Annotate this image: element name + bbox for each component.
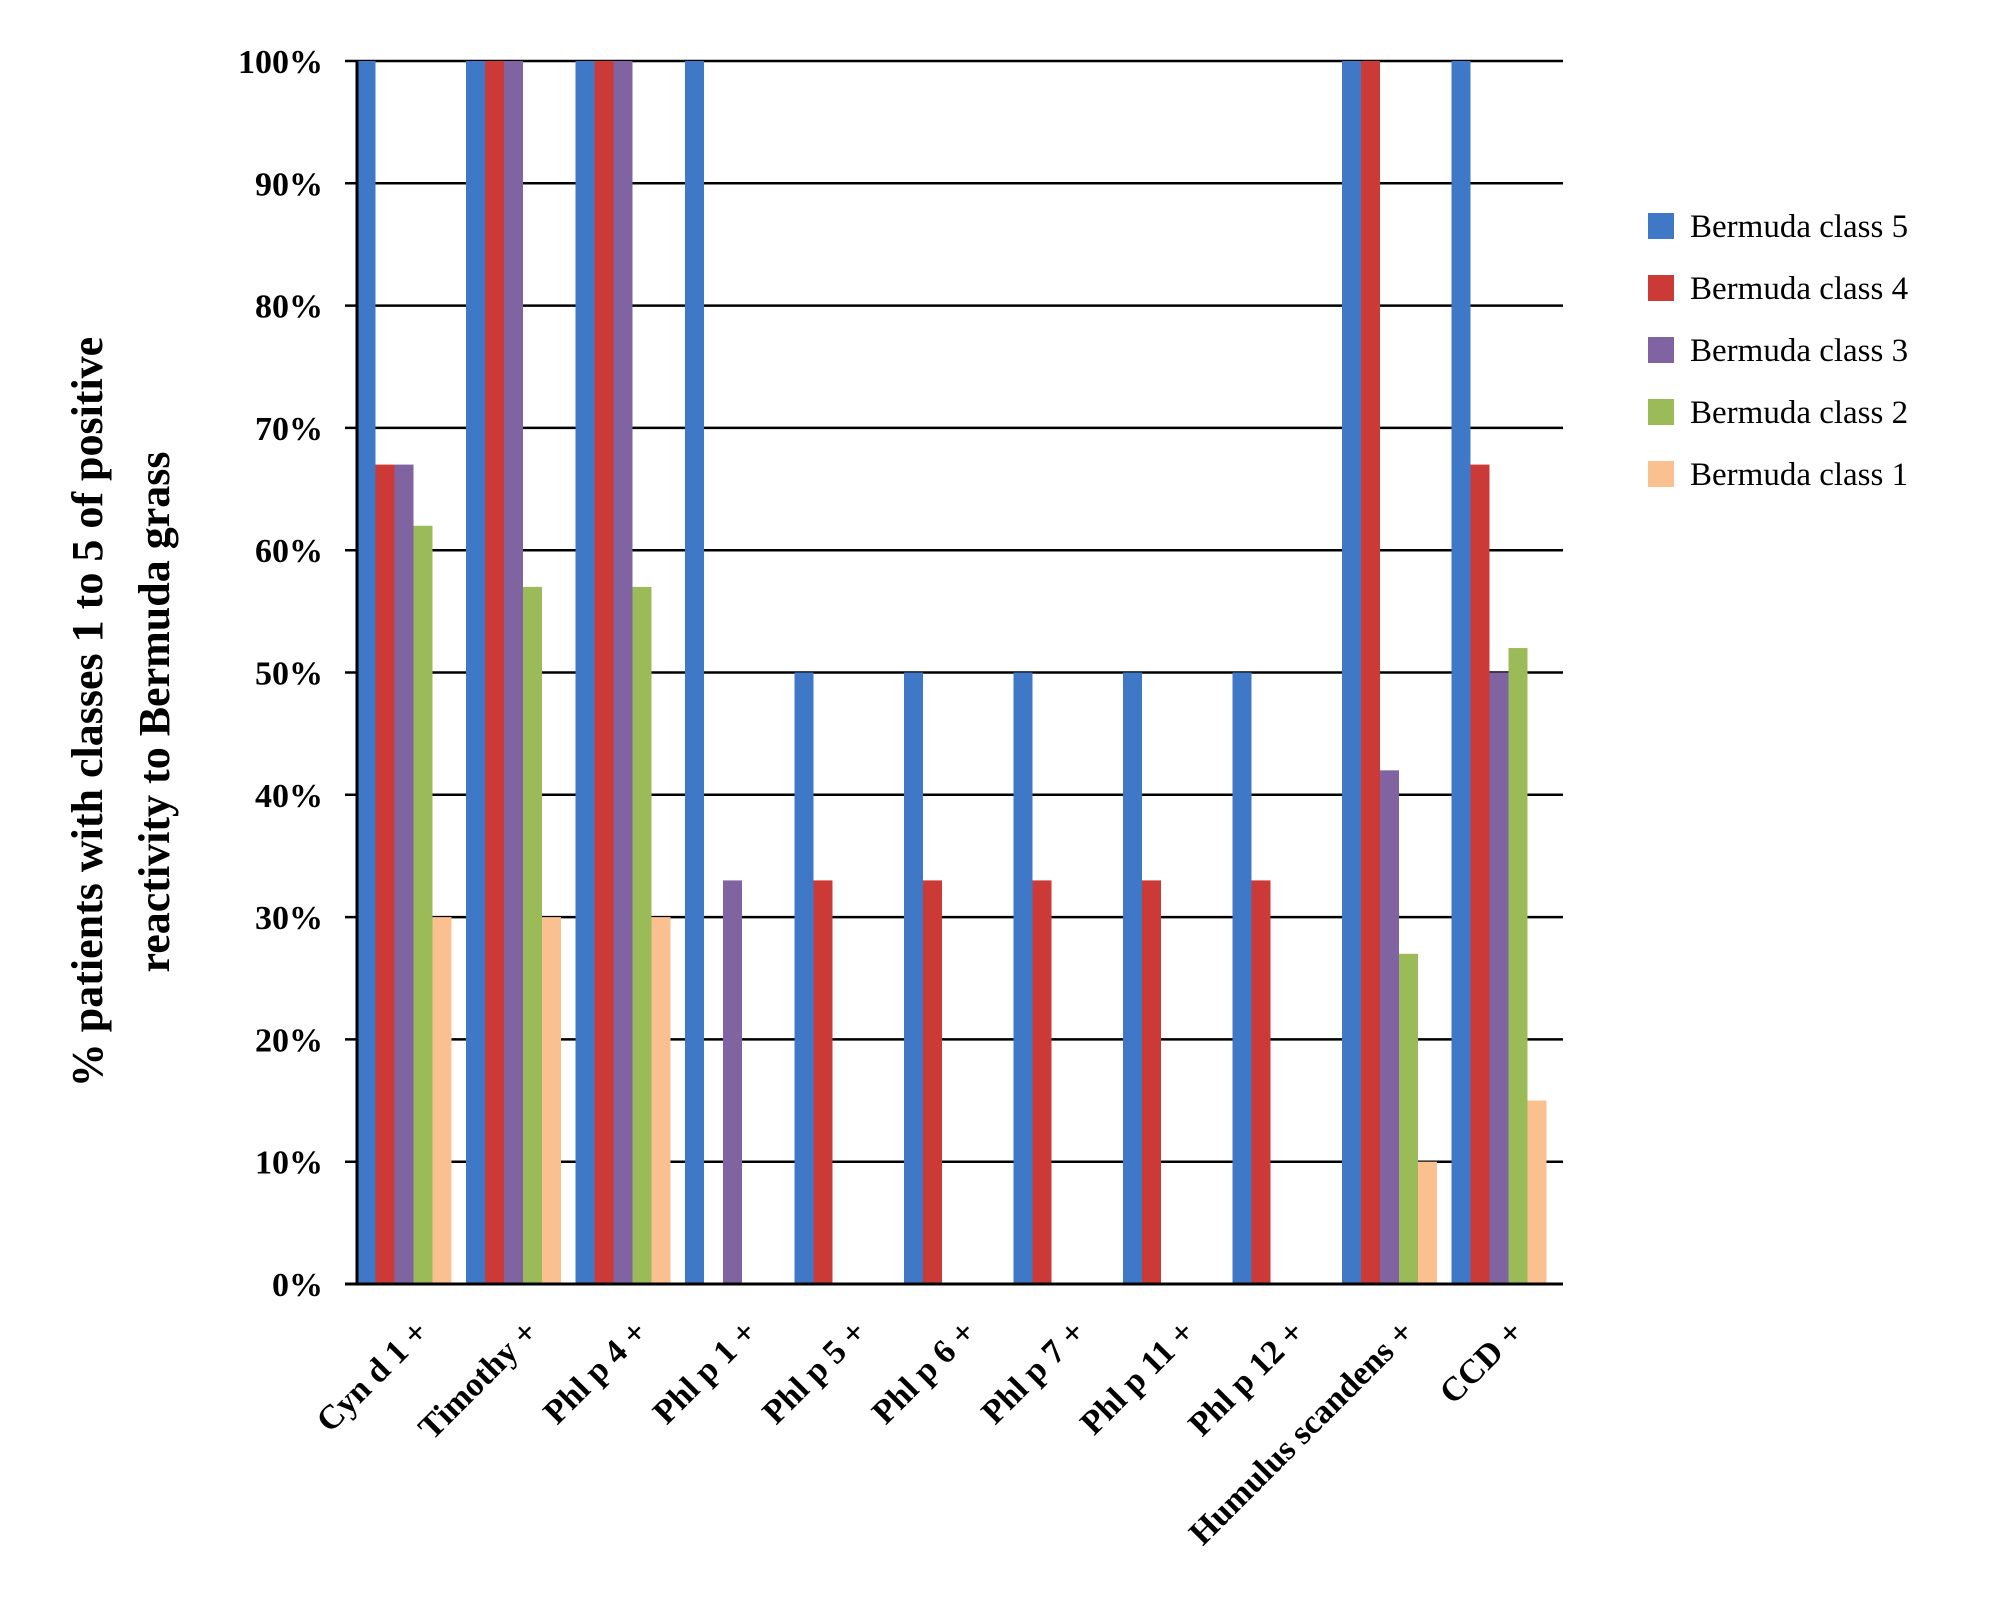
legend-swatch [1648,213,1674,239]
legend-label: Bermuda class 3 [1690,333,1908,369]
bar [1013,672,1033,1284]
bar [594,61,614,1284]
legend-label: Bermuda class 1 [1690,457,1908,493]
legend-label: Bermuda class 4 [1690,271,1908,307]
bar [1399,953,1418,1284]
bar [1142,880,1161,1284]
bar [375,464,395,1285]
x-tick-label: Phl p 5 + [756,1313,874,1431]
bar [1123,672,1142,1284]
y-tick-label: 30% [255,900,323,937]
bar [1342,61,1361,1284]
y-tick-label: 80% [255,289,323,326]
axes [345,61,1563,1286]
bar [1418,1161,1437,1284]
y-axis-title-line-1: % patients with classes 1 to 5 of positi… [63,337,112,1087]
bar [723,880,742,1284]
bars [356,61,1547,1285]
bar [394,464,414,1285]
bar [504,61,523,1284]
x-tick-label: Phl p 1 + [646,1313,764,1431]
bar [1361,61,1380,1284]
legend-label: Bermuda class 2 [1690,395,1908,431]
y-tick-label: 0% [272,1267,323,1304]
bar [466,61,485,1284]
y-axis-title-line-2: reactivity to Bermuda grass [130,452,179,973]
bar [1232,672,1252,1284]
y-tick-label: 20% [255,1022,323,1059]
y-tick-label: 90% [255,166,323,203]
bar [542,917,561,1284]
legend-label: Bermuda class 5 [1690,209,1908,245]
bar [613,61,633,1284]
x-tick-labels: Cyn d 1 +Timothy +Phl p 4 +Phl p 1 +Phl … [310,1313,1531,1552]
legend: Bermuda class 5 Bermuda class 4 Bermuda cl… [1648,209,1908,493]
x-tick-label: Timothy + [412,1313,546,1447]
bar [813,880,833,1284]
y-tick-label: 70% [255,411,323,448]
bar [904,672,923,1284]
x-tick-label: Phl p 4 + [537,1313,655,1431]
x-tick-label: CCD + [1433,1313,1531,1411]
x-tick-label: Phl p 6 + [865,1313,983,1431]
bar [1489,672,1509,1284]
y-tick-label: 100% [238,44,323,81]
legend-swatch [1648,337,1674,363]
y-tick-labels: 0% 10% 20% 30% 40% 50% 60% 70% 80% 90% 100% [238,44,323,1304]
bar [1470,464,1490,1285]
bar [685,61,704,1284]
bar [575,61,595,1284]
legend-swatch [1648,461,1674,487]
bar [432,917,452,1284]
bar [1508,648,1528,1284]
bar [1451,61,1471,1284]
legend-swatch [1648,275,1674,301]
bar [356,61,376,1284]
bar [485,61,504,1284]
bar [794,672,814,1284]
bar [923,880,942,1284]
bar [413,525,433,1284]
y-tick-label: 50% [255,656,323,693]
bar [523,586,542,1284]
bar [651,917,671,1284]
bar [1527,1100,1547,1284]
bar [1032,880,1052,1284]
y-tick-label: 10% [255,1145,323,1182]
x-tick-label: Phl p 11 + [1073,1313,1202,1442]
y-tick-label: 40% [255,778,323,815]
bar [1380,770,1399,1284]
bar [632,586,652,1284]
bar [1251,880,1271,1284]
y-tick-label: 60% [255,533,323,570]
legend-swatch [1648,399,1674,425]
